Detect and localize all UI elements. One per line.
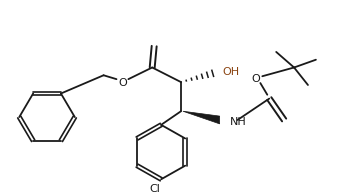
Text: O: O <box>251 74 260 84</box>
Text: OH: OH <box>223 67 240 77</box>
Polygon shape <box>183 111 220 124</box>
Text: NH: NH <box>229 117 246 127</box>
Text: Cl: Cl <box>150 184 161 194</box>
Text: O: O <box>118 78 127 88</box>
